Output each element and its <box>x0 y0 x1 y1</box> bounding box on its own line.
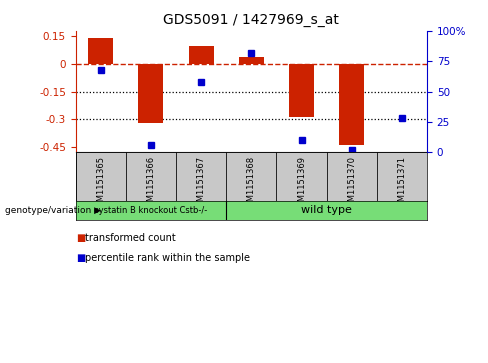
Bar <box>226 152 276 201</box>
Text: wild type: wild type <box>301 205 352 215</box>
Bar <box>339 64 364 145</box>
Text: GSM1151369: GSM1151369 <box>297 156 306 212</box>
Bar <box>289 64 314 117</box>
Text: GSM1151371: GSM1151371 <box>397 156 407 212</box>
Bar <box>239 57 264 64</box>
Text: GSM1151366: GSM1151366 <box>146 156 156 212</box>
Bar <box>188 46 214 64</box>
Bar <box>139 64 163 123</box>
Bar <box>176 152 226 201</box>
Title: GDS5091 / 1427969_s_at: GDS5091 / 1427969_s_at <box>163 13 339 27</box>
Text: GSM1151368: GSM1151368 <box>247 156 256 212</box>
Text: cystatin B knockout Cstb-/-: cystatin B knockout Cstb-/- <box>94 206 207 215</box>
Text: ■: ■ <box>76 253 85 263</box>
Bar <box>76 152 126 201</box>
Text: ■: ■ <box>76 233 85 243</box>
Bar <box>377 152 427 201</box>
Text: percentile rank within the sample: percentile rank within the sample <box>85 253 250 263</box>
Text: genotype/variation ▶: genotype/variation ▶ <box>5 206 101 215</box>
Text: GSM1151365: GSM1151365 <box>96 156 105 212</box>
Text: transformed count: transformed count <box>85 233 176 243</box>
Text: GSM1151367: GSM1151367 <box>197 156 205 212</box>
Bar <box>276 152 326 201</box>
Text: GSM1151370: GSM1151370 <box>347 156 356 212</box>
Bar <box>88 38 113 64</box>
Bar <box>126 152 176 201</box>
Bar <box>326 152 377 201</box>
